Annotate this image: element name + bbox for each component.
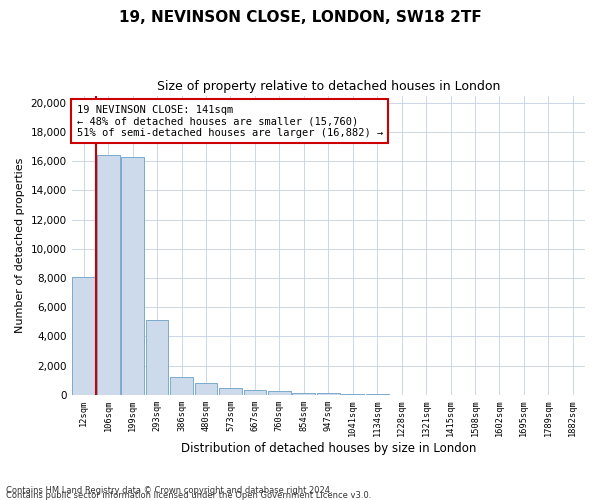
- X-axis label: Distribution of detached houses by size in London: Distribution of detached houses by size …: [181, 442, 476, 455]
- Bar: [170, 378, 193, 395]
- Bar: [73, 278, 95, 395]
- Bar: [219, 388, 242, 395]
- Bar: [244, 390, 266, 395]
- Bar: [146, 320, 169, 395]
- Bar: [97, 156, 119, 395]
- Y-axis label: Number of detached properties: Number of detached properties: [15, 158, 25, 333]
- Bar: [194, 383, 217, 395]
- Text: Contains HM Land Registry data © Crown copyright and database right 2024.: Contains HM Land Registry data © Crown c…: [6, 486, 332, 495]
- Text: 19, NEVINSON CLOSE, LONDON, SW18 2TF: 19, NEVINSON CLOSE, LONDON, SW18 2TF: [119, 10, 481, 25]
- Title: Size of property relative to detached houses in London: Size of property relative to detached ho…: [157, 80, 500, 93]
- Bar: [292, 392, 315, 395]
- Bar: [121, 157, 144, 395]
- Text: 19 NEVINSON CLOSE: 141sqm
← 48% of detached houses are smaller (15,760)
51% of s: 19 NEVINSON CLOSE: 141sqm ← 48% of detac…: [77, 104, 383, 138]
- Bar: [341, 394, 364, 395]
- Bar: [268, 392, 291, 395]
- Text: Contains public sector information licensed under the Open Government Licence v3: Contains public sector information licen…: [6, 490, 371, 500]
- Bar: [317, 394, 340, 395]
